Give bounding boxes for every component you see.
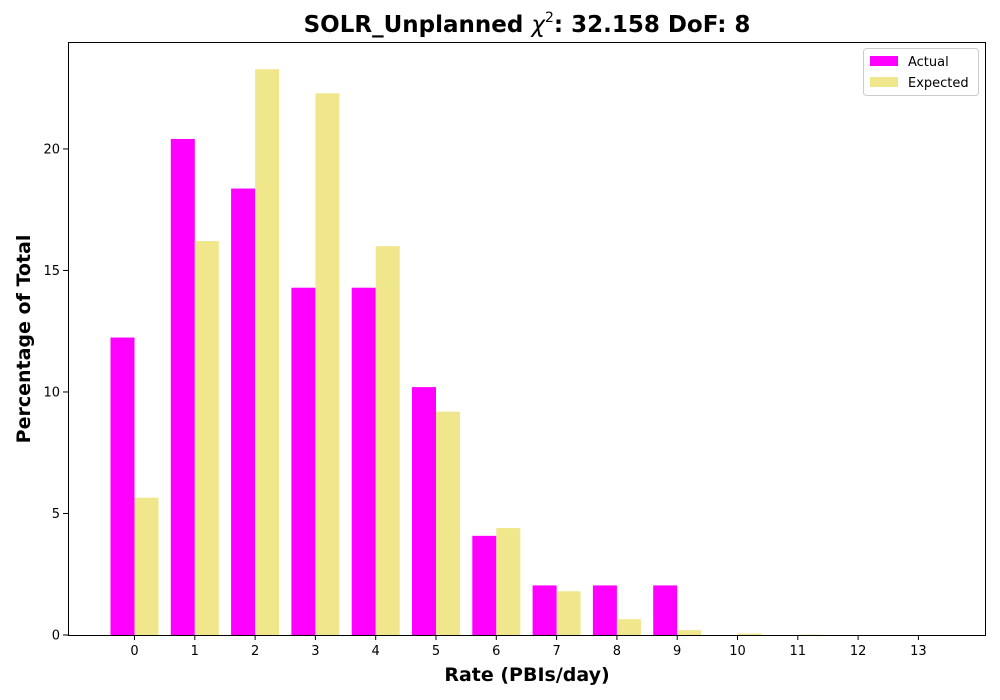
bar-expected-3 [315,93,340,635]
bar-actual-9 [653,585,678,635]
legend-swatch-expected [870,77,898,87]
x-axis-label: Rate (PBIs/day) [444,664,609,686]
y-tick-label: 0 [52,629,60,644]
title-prefix: SOLR_Unplanned [304,12,532,38]
bar-actual-2 [231,188,256,636]
bar-expected-0 [134,497,159,635]
x-tick-label: 1 [191,644,199,659]
bars-group [110,69,943,636]
bar-actual-0 [110,337,135,635]
x-tick-label: 2 [251,644,259,659]
bar-actual-8 [592,585,617,635]
bar-actual-4 [351,287,376,635]
title-symbol: χ [529,12,546,38]
legend: Actual Expected [863,48,979,96]
x-tick-label: 13 [910,644,927,659]
bar-actual-1 [170,138,195,635]
plot-frame [68,42,986,636]
x-tick-label: 3 [311,644,319,659]
x-tick-label: 9 [673,644,681,659]
bar-expected-6 [496,528,521,635]
y-axis-label: Percentage of Total [13,235,35,444]
x-tick-label: 11 [790,644,807,659]
y-tick-label: 5 [52,507,60,522]
legend-label-expected: Expected [908,76,969,91]
title-superscript: 2 [545,10,554,26]
y-tick-label: 20 [43,142,60,157]
bar-expected-9 [677,630,702,635]
x-tick-label: 10 [729,644,746,659]
y-tick-label: 10 [43,385,60,400]
bar-actual-7 [532,585,557,635]
bar-expected-1 [194,241,219,636]
x-tick-label: 6 [492,644,500,659]
x-ticks-group: 0 1 2 3 4 5 6 7 8 9 10 11 12 13 [130,635,927,659]
chart-title: SOLR_Unplanned χ2: 32.158 DoF: 8 [304,10,751,38]
bar-expected-7 [556,591,581,635]
title-suffix: : 32.158 DoF: 8 [554,12,751,38]
x-tick-label: 4 [372,644,380,659]
x-tick-label: 7 [552,644,560,659]
bar-expected-4 [375,246,400,635]
bar-actual-3 [291,287,316,635]
bar-expected-2 [255,69,280,636]
x-tick-label: 5 [432,644,440,659]
y-ticks-group: 0 5 10 15 20 [43,142,68,644]
bar-actual-5 [412,387,436,635]
legend-swatch-actual [870,56,898,66]
y-tick-label: 15 [43,264,60,279]
legend-label-actual: Actual [908,55,949,70]
x-tick-label: 8 [613,644,621,659]
bar-expected-10 [737,633,762,635]
bar-expected-8 [616,619,641,635]
x-tick-label: 12 [850,644,867,659]
bar-expected-5 [436,411,460,635]
x-tick-label: 0 [130,644,138,659]
bar-actual-6 [472,535,497,635]
